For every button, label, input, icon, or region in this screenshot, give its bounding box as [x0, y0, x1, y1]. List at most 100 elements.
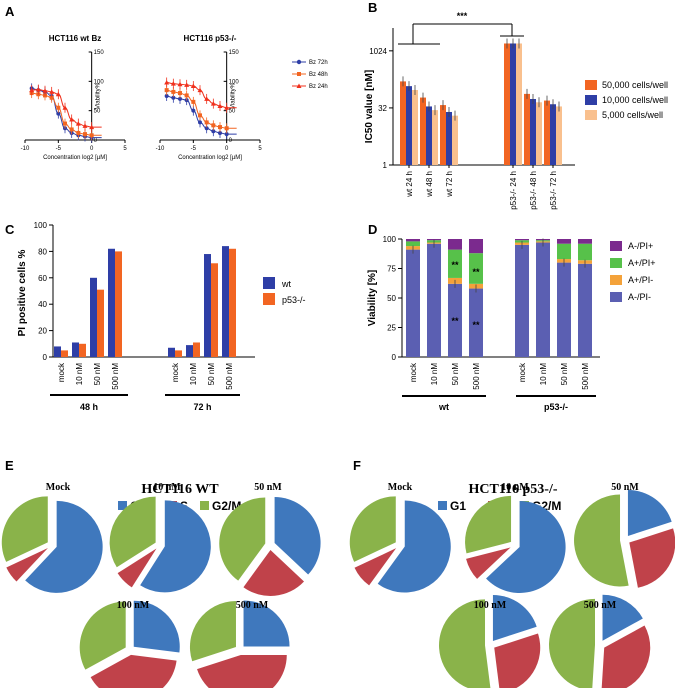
panel-c-group-label: 72 h [193, 402, 211, 412]
panel-letter-f: F [353, 458, 361, 473]
panel-f-slice-g2-m [465, 495, 512, 554]
panel-a-point-bz-24h [177, 81, 183, 87]
panel-f-slice-g2-m [549, 598, 596, 688]
panel-f-slice-g1 [486, 500, 566, 593]
panel-e-pie-label: 100 nM [117, 600, 150, 611]
panel-b-bar-50-000-cells-well [400, 81, 406, 165]
panel-a-point-bz-72h [224, 132, 229, 137]
panel-a-point-bz-48h [69, 127, 74, 132]
panel-a-y-tick-label: 150 [229, 50, 240, 56]
panel-e-slice-g1 [140, 500, 211, 593]
panel-e-pie-label: 50 nM [254, 482, 282, 493]
panel-a-y-tick-label: 100 [229, 79, 240, 85]
panel-a-point-bz-48h [76, 130, 81, 135]
panel-d-bar-a-pi [427, 243, 441, 357]
panel-c-y-tick-label: 80 [38, 247, 47, 256]
panel-d-legend-swatch [610, 292, 622, 302]
panel-a-point-bz-72h [178, 96, 182, 101]
panel-a-point-bz-24h [55, 91, 61, 97]
panel-letter-a: A [5, 4, 15, 19]
panel-b-bar-50-000-cells-well [504, 43, 510, 165]
panel-d-y-tick-label: 50 [387, 294, 396, 303]
panel-a-point-bz-48h [198, 113, 202, 118]
panel-b-x-tick-label: p53-/- 24 h [509, 171, 518, 210]
panel-d-bar-a-pi [469, 239, 483, 254]
panel-d-bar-a-pi [536, 242, 550, 357]
panel-e-slice-g1 [25, 500, 103, 593]
panel-a-fit-curve-bz-48h [166, 89, 237, 129]
panel-b-bar-50-000-cells-well [440, 105, 446, 165]
panel-f-legend-label: G1 [450, 499, 466, 513]
panel-letter-e: E [5, 458, 14, 473]
panel-f-slice-g1 [377, 500, 451, 593]
panel-b-y-tick-label: 1024 [369, 47, 387, 56]
panel-a-point-bz-24h [170, 81, 176, 86]
panel-b-bar-10-000-cells-well [426, 106, 432, 165]
panel-b-ic50-chart: 1 32 1024 IC50 value [nM] wt 24 h wt 48 h wt 7… [364, 11, 668, 210]
panel-a-y-axis-title: Viability% [96, 82, 102, 109]
panel-c-x-tick-label: 50 nM [207, 363, 216, 386]
panel-a-point-bz-24h [190, 83, 196, 89]
panel-d-group-label: p53-/- [544, 402, 568, 412]
panel-d-bar-a-pi [448, 249, 462, 278]
panel-a-legend-label: Bz 72h [309, 60, 328, 66]
panel-b-bar-10-000-cells-well [530, 98, 536, 165]
panel-a-point-bz-48h [218, 125, 222, 130]
panel-a-point-bz-48h [56, 105, 61, 110]
panel-e-legend-swatch [118, 501, 127, 510]
panel-c-x-tick-label: 10 nM [75, 363, 84, 386]
panel-d-bar-a-pi [557, 239, 571, 244]
panel-a-point-bz-72h [191, 108, 196, 113]
panel-e-slice-g1 [243, 600, 290, 647]
panel-f-pie-label: 100 nM [474, 600, 507, 611]
panel-e-pie-label: 500 nM [236, 600, 269, 611]
panel-a-legend-label: Bz 48h [309, 72, 328, 78]
panel-b-legend-label: 50,000 cells/well [602, 80, 668, 90]
panel-b-bar-10-000-cells-well [406, 86, 412, 165]
panel-a-point-bz-24h [75, 121, 81, 126]
panel-b-y-tick-label: 32 [378, 104, 387, 113]
panel-c-bar-p53 [211, 263, 218, 357]
panel-b-bar-5-000-cells-well [412, 89, 418, 165]
panel-d-bar-a-pi [469, 253, 483, 284]
panel-a-point-bz-48h [224, 126, 229, 131]
panel-a-legend-marker [296, 59, 302, 65]
panel-a-point-bz-72h [171, 95, 176, 100]
panel-e-slice-s [197, 654, 287, 688]
panel-f-slice-s [354, 548, 397, 586]
panel-c-y-tick-label: 20 [38, 327, 47, 336]
panel-d-bar-a-pi [578, 239, 592, 244]
panel-a-point-bz-24h [42, 88, 48, 93]
panel-c-group-label: 48 h [80, 402, 98, 412]
panel-d-legend-label: A-/PI+ [628, 241, 653, 251]
panel-b-legend-swatch [585, 95, 597, 105]
panel-a-x-tick-label: 0 [90, 146, 94, 152]
panel-a-point-bz-48h [49, 95, 54, 100]
panel-d-x-tick-label: mock [518, 362, 527, 382]
panel-a-y-tick-label: 50 [94, 109, 101, 115]
panel-d-bar-a-pi [557, 262, 571, 357]
panel-letter-d: D [368, 222, 377, 237]
panel-d-bar-a-pi [448, 283, 462, 357]
panel-c-bar-wt [222, 246, 229, 357]
panel-a-point-bz-24h [89, 124, 95, 130]
panel-a-point-bz-72h [164, 94, 169, 98]
panel-e-slice-s [6, 547, 48, 582]
panel-a-x-tick-label: 5 [258, 146, 262, 152]
panel-a-x-tick-label: 0 [225, 146, 229, 152]
panel-c-bar-wt [168, 347, 175, 357]
panel-c-legend-label: p53-/- [282, 295, 306, 305]
panel-c-y-tick-label: 0 [43, 353, 48, 362]
panel-a-x-tick-label: -10 [156, 146, 165, 152]
panel-b-significance: *** [457, 11, 468, 21]
panel-b-legend-label: 10,000 cells/well [602, 95, 668, 105]
panel-b-bar-5-000-cells-well [452, 115, 458, 165]
panel-a-x-axis-title: Concentration log2 [µM] [178, 155, 242, 161]
panel-f-pie-label: 500 nM [584, 600, 617, 611]
panel-a-legend-label: Bz 24h [309, 84, 328, 90]
panel-c-x-tick-label: 500 nM [111, 363, 120, 390]
panel-a-fit-curve-bz-72h [31, 87, 102, 139]
panel-d-x-tick-label: 10 nM [430, 363, 439, 386]
panel-a-point-bz-72h [218, 130, 222, 135]
